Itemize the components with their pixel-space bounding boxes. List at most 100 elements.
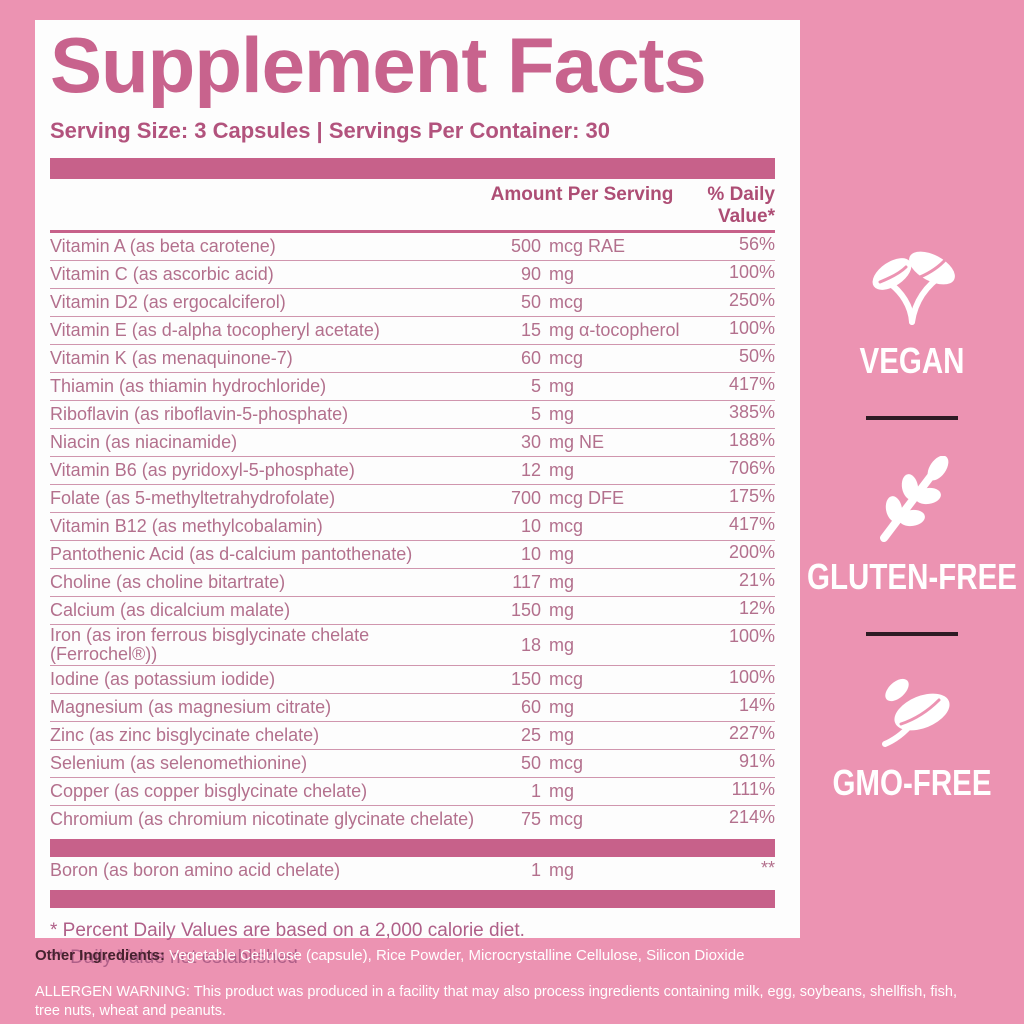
row-name: Selenium (as selenomethionine) xyxy=(50,753,308,773)
row-dv: 21% xyxy=(738,570,775,590)
row-unit: mg xyxy=(549,697,575,717)
row-unit: mg xyxy=(549,860,575,880)
separator-bar-top xyxy=(50,158,775,179)
other-ingredients-text: Vegetable Cellulose (capsule), Rice Powd… xyxy=(165,947,745,964)
row-unit: mg xyxy=(549,725,575,745)
row-name: Chromium (as chromium nicotinate glycina… xyxy=(50,809,475,829)
table-row: Pantothenic Acid (as d-calcium pantothen… xyxy=(50,541,775,569)
row-amount: 60 xyxy=(520,348,541,368)
table-row: Niacin (as niacinamide) 30 mg NE 188% xyxy=(50,429,775,457)
panel-title: Supplement Facts xyxy=(50,21,707,109)
row-name: Boron (as boron amino acid chelate) xyxy=(50,860,341,880)
row-dv: 111% xyxy=(731,779,775,799)
row-name: Vitamin B6 (as pyridoxyl-5-phosphate) xyxy=(50,460,355,480)
row-name: Niacin (as niacinamide) xyxy=(50,432,238,452)
badge-vegan: VEGAN xyxy=(848,248,976,382)
row-name: Vitamin C (as ascorbic acid) xyxy=(50,264,274,284)
row-unit: mg xyxy=(549,572,575,592)
other-ingredients-label: Other Ingredients: xyxy=(35,947,166,964)
row-dv: 12% xyxy=(738,598,775,618)
row-amount: 5 xyxy=(530,376,541,396)
boron-row-host: Boron (as boron amino acid chelate) 1 mg ** xyxy=(50,857,775,884)
table-row: Iodine (as potassium iodide) 150 mcg 100% xyxy=(50,666,775,694)
row-amount: 1 xyxy=(530,781,541,801)
table-header: Amount Per Serving % Daily Value* xyxy=(50,184,775,233)
row-unit: mg xyxy=(549,634,575,655)
row-name: Vitamin A (as beta carotene) xyxy=(50,236,276,256)
row-name: Vitamin E (as d-alpha tocopheryl acetate… xyxy=(50,320,380,340)
table-row: Riboflavin (as riboflavin-5-phosphate) 5 m… xyxy=(50,401,775,429)
row-name: Vitamin D2 (as ergocalciferol) xyxy=(50,292,286,312)
badge-vegan-label: VEGAN xyxy=(859,340,965,381)
row-dv: 100% xyxy=(728,667,775,687)
row-name: Iodine (as potassium iodide) xyxy=(50,669,276,689)
row-unit: mcg xyxy=(549,348,584,368)
row-unit: mcg DFE xyxy=(549,488,625,508)
row-amount: 18 xyxy=(520,634,541,655)
row-dv: 200% xyxy=(728,542,775,562)
row-dv: 50% xyxy=(738,346,775,366)
table-row: Vitamin B6 (as pyridoxyl-5-phosphate) 12 m… xyxy=(50,457,775,485)
badge-column: VEGAN GLUTEN-FREE GMO-FREE xyxy=(800,248,1024,804)
table-row: Iron (as iron ferrous bisglycinate chela… xyxy=(50,625,775,666)
footnote-not-established: ** Daily Value not established xyxy=(50,946,298,968)
row-dv: 175% xyxy=(728,486,775,506)
allergen-warning: ALLERGEN WARNING: This product was produ… xyxy=(35,984,957,1019)
row-amount: 15 xyxy=(520,320,541,340)
table-row: Vitamin D2 (as ergocalciferol) 50 mcg 250% xyxy=(50,289,775,317)
badge-gmo-free: GMO-FREE xyxy=(815,672,1009,804)
row-unit: mcg xyxy=(549,516,584,536)
column-header-amount: Amount Per Serving xyxy=(490,184,674,205)
row-dv: 14% xyxy=(738,695,775,715)
row-dv: 100% xyxy=(728,626,775,646)
row-name: Vitamin B12 (as methylcobalamin) xyxy=(50,516,323,536)
nutrient-table: Vitamin A (as beta carotene) 500 mcg RAE 56… xyxy=(50,233,775,833)
row-amount: 25 xyxy=(520,725,541,745)
row-name: Zinc (as zinc bisglycinate chelate) xyxy=(50,725,320,745)
row-unit: mg xyxy=(549,460,575,480)
row-amount: 150 xyxy=(510,669,541,689)
row-unit: mg xyxy=(549,781,575,801)
table-row: Choline (as choline bitartrate) 117 mg 21% xyxy=(50,569,775,597)
row-name: Calcium (as dicalcium malate) xyxy=(50,600,291,620)
row-amount: 700 xyxy=(510,488,541,508)
table-row: Thiamin (as thiamin hydrochloride) 5 mg 417… xyxy=(50,373,775,401)
table-row: Folate (as 5-methyltetrahydrofolate) 700 m… xyxy=(50,485,775,513)
table-row: Vitamin A (as beta carotene) 500 mcg RAE 56… xyxy=(50,233,775,261)
row-amount: 50 xyxy=(520,292,541,312)
separator-bar-mid-upper xyxy=(50,839,775,857)
table-row: Boron (as boron amino acid chelate) 1 mg ** xyxy=(50,857,775,884)
row-unit: mg xyxy=(549,376,575,396)
row-unit: mg α-tocopherol xyxy=(549,320,680,340)
row-amount: 5 xyxy=(530,404,541,424)
row-dv: 417% xyxy=(728,374,775,394)
table-row: Vitamin E (as d-alpha tocopheryl acetate… xyxy=(50,317,775,345)
row-name: Vitamin K (as menaquinone-7) xyxy=(50,348,293,368)
row-dv: 91% xyxy=(738,751,775,771)
table-row: Vitamin C (as ascorbic acid) 90 mg 100% xyxy=(50,261,775,289)
footnotes: * Percent Daily Values are based on a 2,… xyxy=(50,918,775,972)
row-dv: 56% xyxy=(738,234,775,254)
row-amount: 10 xyxy=(520,544,541,564)
row-name: Iron (as iron ferrous bisglycinate chela… xyxy=(50,625,370,664)
badge-gmo-free-label: GMO-FREE xyxy=(832,762,992,803)
serving-info: Serving Size: 3 Capsules | Servings Per … xyxy=(50,118,611,143)
separator-bar-mid-lower xyxy=(50,890,775,908)
row-unit: mcg RAE xyxy=(549,236,626,256)
row-amount: 150 xyxy=(510,600,541,620)
table-row: Chromium (as chromium nicotinate glycina… xyxy=(50,806,775,833)
row-dv: ** xyxy=(760,858,775,878)
row-unit: mcg xyxy=(549,669,584,689)
leaf-icon xyxy=(882,678,950,747)
badge-gluten-free-label: GLUTEN-FREE xyxy=(807,556,1017,597)
row-unit: mg NE xyxy=(549,432,605,452)
row-unit: mg xyxy=(549,264,575,284)
table-row: Copper (as copper bisglycinate chelate) 1… xyxy=(50,778,775,806)
footnote-daily-values: * Percent Daily Values are based on a 2,… xyxy=(50,920,525,941)
table-row: Magnesium (as magnesium citrate) 60 mg 14% xyxy=(50,694,775,722)
row-amount: 1 xyxy=(530,860,541,880)
badge-gluten-free: GLUTEN-FREE xyxy=(784,456,1024,598)
row-amount: 75 xyxy=(520,809,541,829)
supplement-facts-panel: Supplement Facts Serving Size: 3 Capsule… xyxy=(35,20,800,968)
row-unit: mg xyxy=(549,404,575,424)
